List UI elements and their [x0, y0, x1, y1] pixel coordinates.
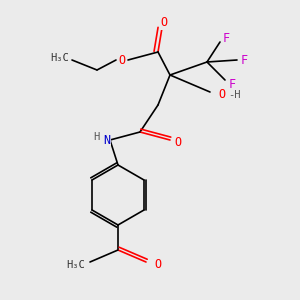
Text: F: F — [228, 79, 236, 92]
Text: H: H — [94, 132, 100, 142]
Text: O: O — [160, 16, 168, 29]
Text: N: N — [103, 134, 111, 146]
Text: O: O — [174, 136, 182, 149]
Text: H₃C: H₃C — [51, 53, 69, 63]
Text: O: O — [118, 53, 126, 67]
Text: O: O — [154, 259, 162, 272]
Text: F: F — [222, 32, 230, 44]
Text: O: O — [218, 88, 226, 101]
Text: H₃C: H₃C — [67, 260, 85, 270]
Text: F: F — [240, 53, 247, 67]
Text: -H: -H — [228, 90, 240, 100]
